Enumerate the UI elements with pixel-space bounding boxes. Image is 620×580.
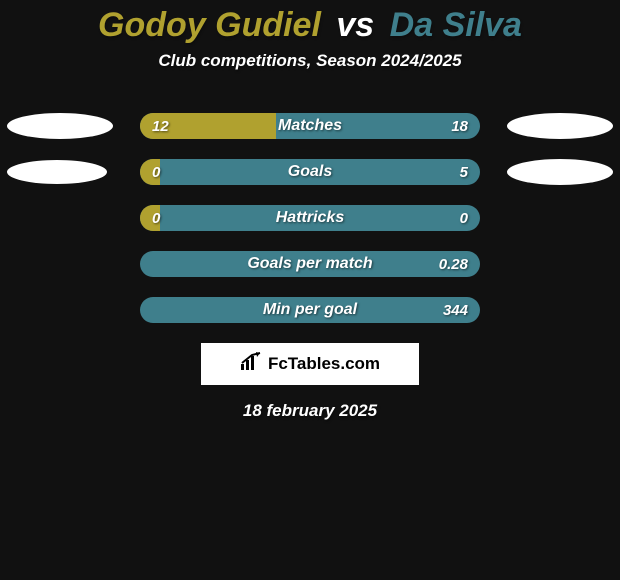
stat-row: Goals05	[0, 159, 620, 185]
stat-value-right: 5	[448, 159, 480, 185]
vs-text: vs	[336, 6, 374, 44]
stat-label: Min per goal	[140, 297, 480, 323]
stat-label: Goals per match	[140, 251, 480, 277]
subtitle: Club competitions, Season 2024/2025	[0, 51, 620, 71]
stat-bar: Matches1218	[140, 113, 480, 139]
player2-ellipse	[507, 159, 613, 185]
stat-bar: Goals per match0.28	[140, 251, 480, 277]
date-text: 18 february 2025	[0, 401, 620, 421]
stat-label: Goals	[140, 159, 480, 185]
stat-label: Hattricks	[140, 205, 480, 231]
comparison-infographic: Godoy Gudiel vs Da Silva Club competitio…	[0, 0, 620, 580]
stat-row: Goals per match0.28	[0, 251, 620, 277]
player1-name: Godoy Gudiel	[98, 6, 321, 44]
player2-ellipse	[507, 113, 613, 139]
stat-value-right: 344	[431, 297, 480, 323]
stat-bar: Goals05	[140, 159, 480, 185]
stat-bar: Hattricks00	[140, 205, 480, 231]
player2-name: Da Silva	[390, 6, 522, 44]
player1-ellipse	[7, 113, 113, 139]
stat-bar: Min per goal344	[140, 297, 480, 323]
stat-bar-left-fill	[140, 205, 160, 231]
stat-value-right: 18	[439, 113, 480, 139]
stat-value-right: 0.28	[427, 251, 480, 277]
brand-text: FcTables.com	[268, 354, 380, 374]
stat-row: Matches1218	[0, 113, 620, 139]
chart-icon	[240, 352, 262, 377]
player1-ellipse	[7, 160, 107, 184]
stat-bar-left-fill	[140, 159, 160, 185]
stat-value-right: 0	[448, 205, 480, 231]
brand-badge: FcTables.com	[201, 343, 419, 385]
page-title: Godoy Gudiel vs Da Silva	[0, 0, 620, 45]
stats-rows: Matches1218Goals05Hattricks00Goals per m…	[0, 113, 620, 323]
stat-bar-left-fill	[140, 113, 276, 139]
stat-row: Hattricks00	[0, 205, 620, 231]
stat-row: Min per goal344	[0, 297, 620, 323]
